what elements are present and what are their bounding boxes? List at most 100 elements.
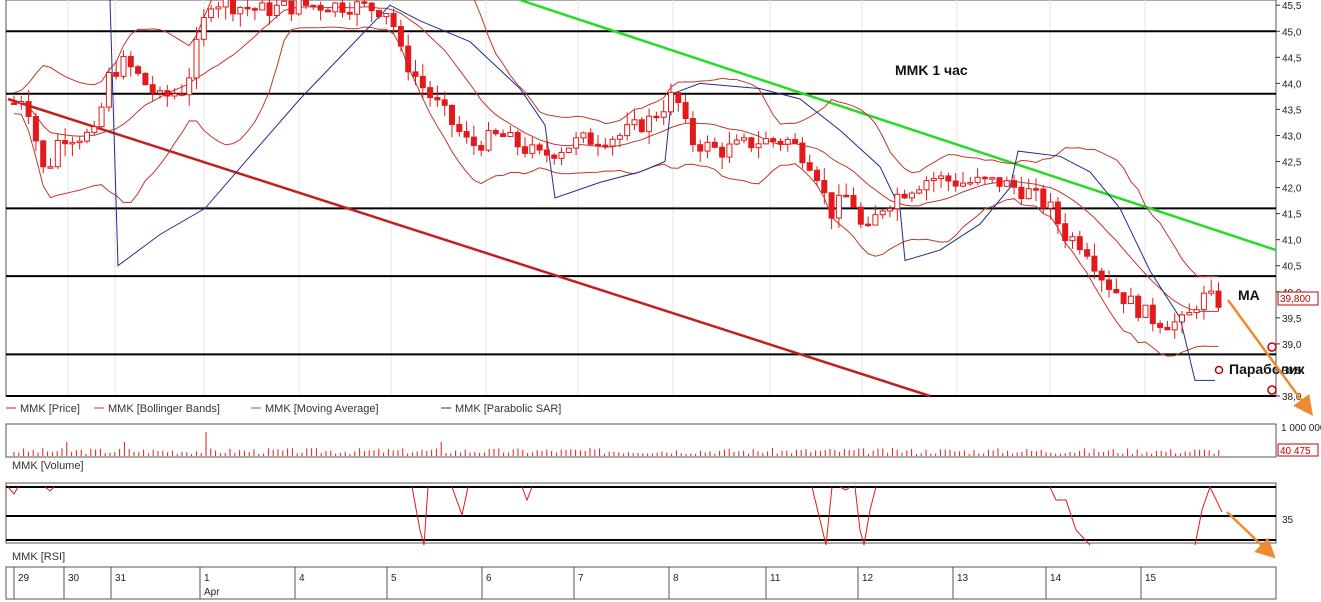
rsi-segment	[451, 486, 469, 517]
candle-body-down	[368, 2, 375, 12]
candle-body-up	[259, 2, 266, 11]
candle-body-up	[1193, 309, 1200, 314]
candle-body-up	[960, 182, 966, 187]
candle-body-up	[646, 115, 653, 133]
candle-body-up	[762, 138, 769, 145]
candle-body-up	[726, 143, 733, 158]
candle-body-down	[843, 194, 850, 198]
date-axis-ticks: 29 30 31 1 4 5 6 7 8 11 12 13 14 15	[13, 567, 1157, 599]
candle-body-up	[1208, 290, 1215, 294]
candle-body-up	[967, 181, 974, 185]
candle-body-down	[1149, 304, 1156, 325]
candle-body-down	[339, 2, 346, 13]
volume-last-value: 40 475	[1280, 446, 1311, 457]
candle-body-down	[1135, 295, 1142, 318]
candle-body-up	[157, 90, 163, 94]
candle-body-down	[441, 99, 448, 106]
annotation-ma: MA	[1238, 287, 1260, 303]
candle-body-down	[1164, 326, 1171, 331]
candle-body-down	[1113, 288, 1120, 294]
date-tick-label: 15	[1145, 573, 1157, 584]
parabolic-sar	[109, 0, 1215, 381]
candle-body-up	[908, 192, 915, 199]
candle-body-down	[251, 8, 258, 11]
candle-body-up	[193, 38, 200, 79]
candle-body-up	[84, 131, 90, 142]
candle-body-up	[1171, 321, 1178, 331]
candle-body-down	[11, 102, 17, 105]
candle-body-down	[689, 118, 696, 146]
candle-body-up	[573, 137, 580, 149]
candle-body-down	[638, 119, 645, 133]
candle-body-up	[741, 137, 747, 141]
candle-body-down	[361, 1, 368, 4]
price-tick-label: 38,5	[1282, 366, 1302, 377]
candle-body-down	[711, 141, 718, 148]
candle-body-down	[1091, 255, 1098, 272]
candle-body-down	[857, 206, 864, 225]
price-tick-label: 42,0	[1282, 184, 1302, 195]
candle-body-down	[317, 4, 324, 11]
candle-body-down	[514, 132, 521, 148]
candle-body-down	[478, 145, 485, 151]
candle-body-down	[419, 75, 426, 89]
candle-body-up	[616, 135, 623, 140]
candle-body-up	[281, 0, 288, 6]
candle-body-up	[872, 214, 879, 226]
candle-body-down	[1098, 270, 1105, 281]
candle-body-up	[989, 177, 996, 180]
resistance-trendline	[519, 0, 1277, 252]
rsi-segment	[854, 486, 877, 546]
last-price-value: 39,800	[1280, 294, 1311, 305]
price-axis-ticks: 45,5 45,0 44,5 44,0 43,5 43,0 42,5 42,0 41,5 41,0…	[1276, 1, 1302, 403]
support-trendline	[7, 97, 931, 398]
candle-body-up	[1142, 304, 1149, 318]
candle-body-down	[412, 71, 419, 77]
candle-body-down	[814, 169, 820, 181]
candle-body-up	[507, 132, 514, 138]
price-tick-label: 38,0	[1282, 392, 1302, 403]
candle-body-down	[127, 56, 134, 68]
candle-body-down	[1040, 188, 1047, 209]
candle-body-down	[748, 137, 755, 149]
candle-body-up	[354, 1, 361, 15]
candle-body-down	[164, 90, 171, 97]
bollinger-bands	[13, 0, 1219, 357]
candle-body-up	[105, 72, 112, 108]
price-tick-label: 43,5	[1282, 105, 1302, 116]
rsi-segment	[839, 486, 851, 491]
date-axis	[5, 566, 1277, 600]
rsi-segment	[411, 486, 429, 546]
candle-body-up	[916, 189, 923, 194]
price-tick-label: 45,0	[1282, 27, 1302, 38]
candle-body-down	[346, 11, 353, 15]
candle-body-up	[1127, 295, 1134, 305]
candle-body-up	[974, 176, 981, 183]
moving-average	[13, 6, 1219, 313]
legend-bar	[0, 398, 1276, 420]
price-tick-label: 41,5	[1282, 210, 1302, 221]
candle-body-up	[835, 194, 842, 219]
candle-body-up	[668, 92, 674, 113]
candle-body-down	[1033, 188, 1039, 191]
candle-body-down	[1215, 290, 1222, 308]
candle-body-down	[522, 146, 528, 154]
candle-body-down	[719, 146, 726, 158]
candle-body-down	[865, 223, 872, 227]
price-gridlines	[67, 0, 1146, 396]
candle-body-up	[332, 2, 339, 13]
horizontal-levels	[6, 30, 1276, 397]
candle-body-up	[186, 77, 193, 96]
candle-body-down	[828, 192, 835, 219]
candle-body-down	[1018, 186, 1025, 200]
date-tick-label: 6	[486, 573, 492, 584]
rsi-label: MMK [RSI]	[12, 551, 65, 563]
candle-body-down	[551, 154, 558, 159]
candle-body-down	[427, 87, 434, 99]
candle-body-up	[704, 141, 711, 152]
candle-body-down	[1120, 292, 1127, 305]
candle-body-up	[609, 138, 616, 147]
candle-body-down	[178, 93, 185, 96]
candle-body-down	[770, 138, 777, 142]
candle-body-up	[1200, 292, 1207, 311]
